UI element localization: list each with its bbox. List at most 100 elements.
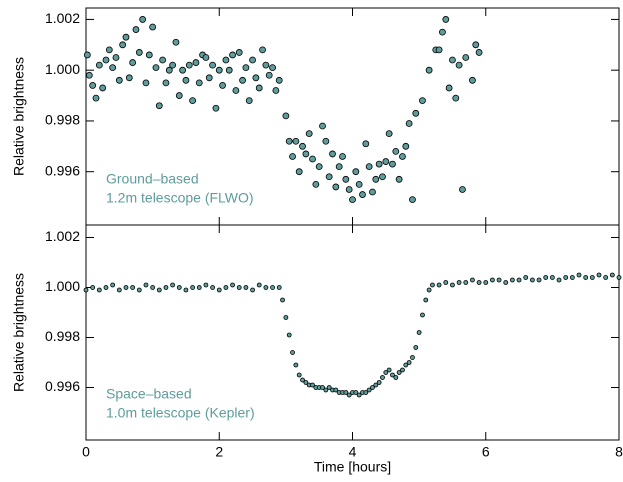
data-point xyxy=(412,109,420,117)
data-point xyxy=(425,66,433,74)
data-point xyxy=(163,285,169,290)
data-point xyxy=(385,130,393,138)
data-point xyxy=(230,282,235,288)
data-point xyxy=(346,392,352,398)
data-point xyxy=(406,360,412,365)
data-point xyxy=(152,64,160,72)
data-point xyxy=(299,142,306,150)
data-point xyxy=(300,377,305,383)
data-point xyxy=(596,272,602,278)
data-point xyxy=(135,49,143,56)
data-point xyxy=(396,370,402,375)
data-point xyxy=(366,387,372,393)
data-point xyxy=(405,120,413,127)
data-point xyxy=(339,153,346,160)
data-point xyxy=(356,392,362,398)
data-point xyxy=(182,76,190,84)
data-point xyxy=(239,76,246,84)
data-point xyxy=(156,287,162,293)
data-point xyxy=(353,390,359,395)
data-point xyxy=(270,285,275,290)
y-tick-label: 1.002 xyxy=(45,228,80,244)
data-point xyxy=(115,76,123,84)
y-tick-label: 0.996 xyxy=(45,162,80,178)
data-point xyxy=(393,375,399,380)
data-point xyxy=(263,285,269,290)
y-tick-label: 0.998 xyxy=(45,112,80,128)
data-point xyxy=(105,46,113,54)
data-point xyxy=(99,84,107,92)
data-point xyxy=(529,277,535,283)
data-point xyxy=(110,282,116,288)
data-point xyxy=(292,137,300,145)
data-point xyxy=(130,285,136,290)
data-point xyxy=(83,51,91,59)
data-point xyxy=(165,66,173,74)
data-point xyxy=(410,355,415,360)
data-point xyxy=(145,51,153,59)
data-point xyxy=(589,275,595,280)
data-point xyxy=(329,150,336,158)
data-point xyxy=(175,92,183,99)
annotation: 1.2m telescope (FLWO) xyxy=(106,190,254,206)
data-point xyxy=(459,186,466,193)
data-point xyxy=(243,285,249,290)
data-point xyxy=(185,61,193,69)
data-point xyxy=(242,64,250,72)
data-point xyxy=(109,64,117,72)
data-point xyxy=(149,23,157,31)
data-point xyxy=(349,196,356,204)
data-point xyxy=(272,87,280,94)
data-point xyxy=(342,175,350,183)
data-point xyxy=(116,287,122,293)
data-point xyxy=(215,66,223,74)
data-point xyxy=(250,287,255,293)
data-point xyxy=(436,282,442,288)
data-point xyxy=(403,362,409,368)
data-point xyxy=(162,79,170,87)
data-point xyxy=(369,188,376,196)
data-point xyxy=(309,155,316,163)
data-point xyxy=(449,56,456,64)
data-point xyxy=(476,280,482,285)
data-point xyxy=(373,382,379,388)
data-point xyxy=(85,71,93,79)
data-point xyxy=(262,61,270,69)
data-point xyxy=(276,285,282,290)
y-axis-label: Relative brightness xyxy=(11,273,27,392)
data-point xyxy=(380,375,385,380)
data-point xyxy=(462,54,470,61)
data-point xyxy=(345,186,353,193)
data-point xyxy=(325,173,333,181)
data-point xyxy=(322,137,330,145)
data-point xyxy=(469,76,476,84)
data-point xyxy=(413,345,419,350)
annotation: 1.0m telescope (Kepler) xyxy=(106,405,255,421)
data-point xyxy=(375,160,383,168)
data-point xyxy=(463,280,469,285)
data-point xyxy=(159,56,167,64)
data-point xyxy=(443,280,449,285)
data-point xyxy=(295,168,303,176)
x-tick-label: 4 xyxy=(349,444,357,460)
data-point xyxy=(192,59,200,66)
y-axis-label: Relative brightness xyxy=(11,57,27,176)
data-point xyxy=(416,330,422,335)
data-point xyxy=(370,385,375,390)
data-point xyxy=(386,367,392,373)
data-point xyxy=(576,272,582,278)
data-point xyxy=(365,163,373,171)
data-point xyxy=(312,180,320,188)
data-point xyxy=(470,277,475,283)
data-point xyxy=(139,16,147,23)
data-point xyxy=(143,282,149,288)
data-point xyxy=(516,277,522,283)
data-point xyxy=(183,287,189,293)
data-point xyxy=(536,277,542,283)
data-point xyxy=(359,191,366,198)
data-point xyxy=(320,385,325,390)
data-point xyxy=(229,51,236,59)
data-point xyxy=(583,275,589,280)
x-tick-label: 6 xyxy=(482,444,490,460)
data-point xyxy=(456,280,462,285)
